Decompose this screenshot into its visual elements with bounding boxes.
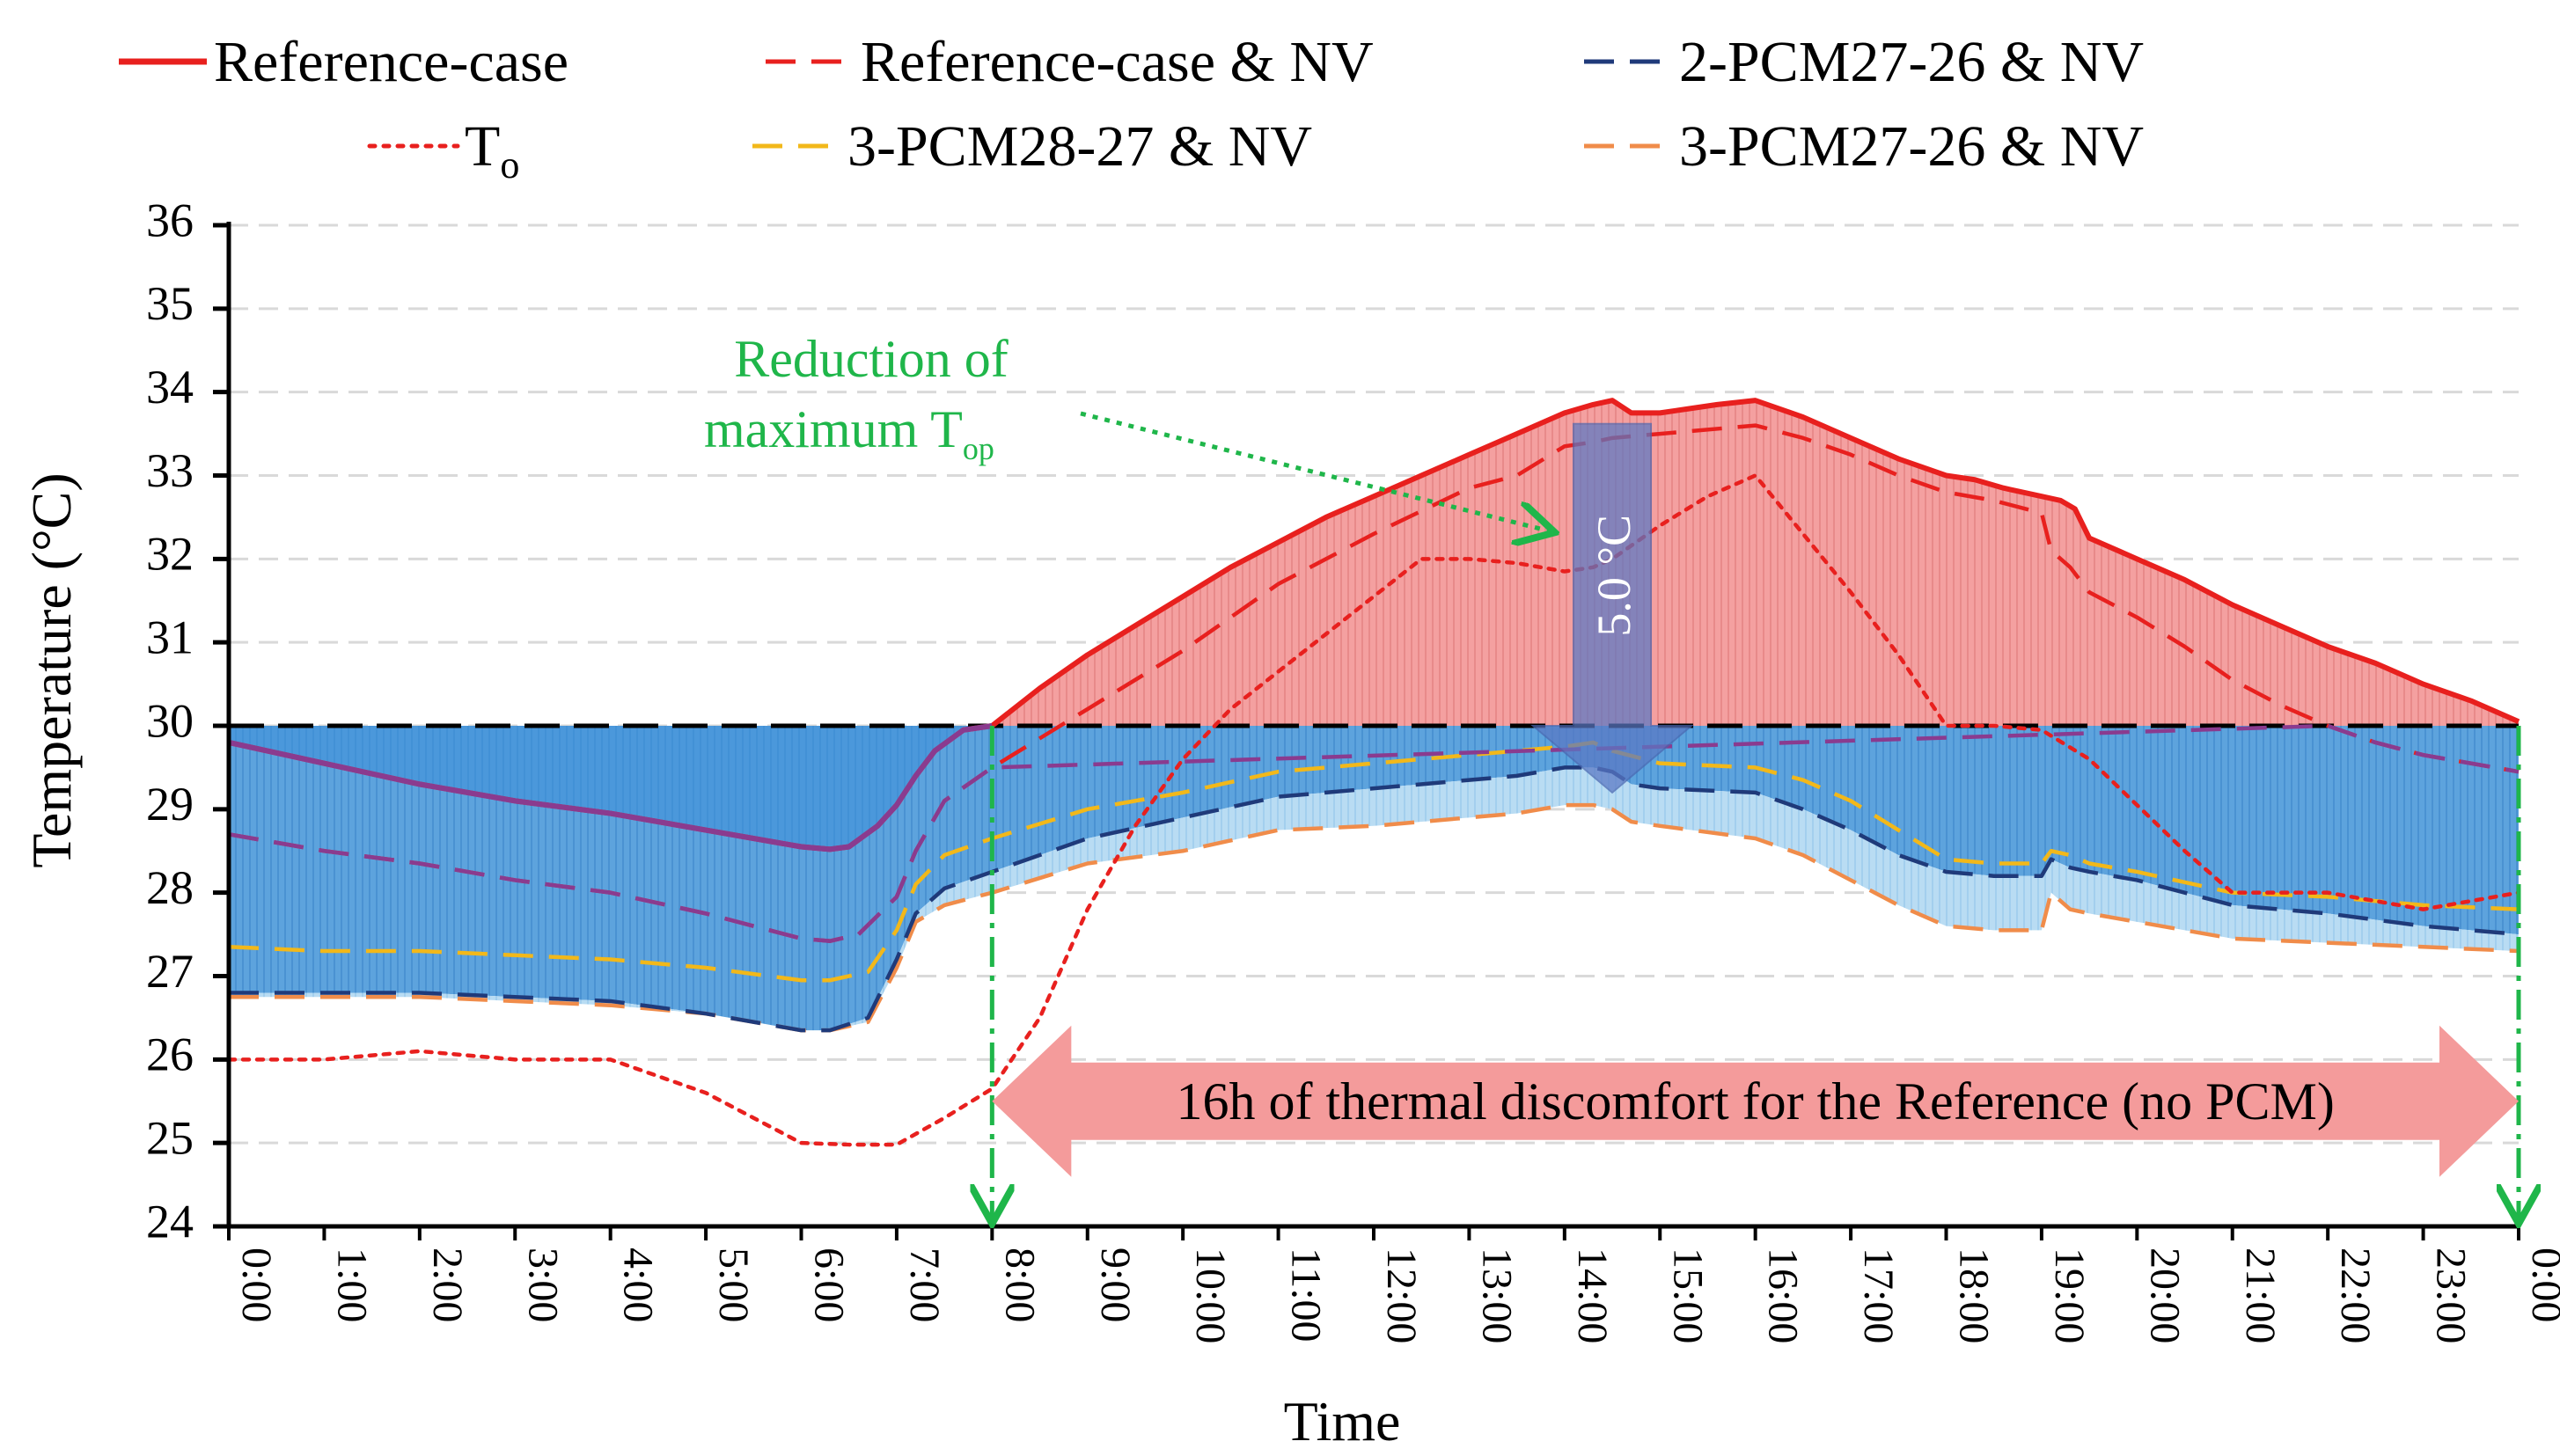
x-tick-label: 23:00 [2428, 1247, 2475, 1343]
y-tick-label: 35 [146, 277, 194, 330]
x-tick-label: 12:00 [1378, 1247, 1425, 1343]
x-tick-label: 15:00 [1664, 1247, 1711, 1343]
legend-label: 2-PCM27-26 & NV [1679, 30, 2144, 94]
x-tick-label: 1:00 [328, 1247, 375, 1322]
series-line-3-pcm27-26-nv [229, 802, 2520, 1033]
y-tick-label: 29 [146, 778, 194, 830]
legend-label: 3-PCM27-26 & NV [1679, 114, 2144, 179]
legend-label-subscript: o [500, 143, 519, 187]
x-axis-title: Time [1284, 1390, 1401, 1452]
legend-label: Reference-case & NV [861, 30, 1374, 94]
x-tick-label: 0:00 [233, 1247, 280, 1322]
series-overlay-reference-case-nv [228, 723, 2520, 943]
reduction-title-subscript: op [963, 431, 994, 466]
x-tick-label: 4:00 [615, 1247, 662, 1322]
y-tick-label: 28 [146, 861, 194, 914]
y-axis-title: Temperature (°C) [20, 472, 83, 867]
x-tick-label: 3:00 [519, 1247, 566, 1322]
x-tick-label: 5:00 [710, 1247, 757, 1322]
series-line-to [226, 473, 2521, 1147]
legend-label: Reference-case [214, 30, 568, 94]
x-tick-label: 19:00 [2046, 1247, 2093, 1343]
y-tick-label: 32 [146, 528, 194, 581]
x-tick-label: 10:00 [1187, 1247, 1234, 1343]
x-tick-label: 0:00 [2523, 1247, 2560, 1322]
series-lines [226, 398, 2521, 1147]
legend-label: 3-PCM28-27 & NV [847, 114, 1312, 179]
x-tick-label: 11:00 [1283, 1247, 1330, 1343]
legend-label-main: T [465, 114, 500, 179]
y-tick-label: 31 [146, 611, 194, 664]
reduction-title-main: maximum T [704, 400, 963, 458]
y-tick-label: 33 [146, 444, 194, 497]
legend: Reference-case Reference-case & NV 2-PCM27… [119, 30, 2144, 187]
reduction-arrow [1530, 422, 1694, 794]
x-tick-label: 16:00 [1760, 1247, 1807, 1343]
x-tick-label: 17:00 [1855, 1247, 1902, 1343]
y-tick-label: 36 [146, 194, 194, 246]
x-tick-label: 7:00 [901, 1247, 948, 1322]
reduction-value-label: 5.0 °C [1588, 515, 1640, 637]
morning-band [229, 726, 993, 850]
legend-label: To [465, 114, 519, 187]
x-tick-label: 22:00 [2332, 1247, 2379, 1343]
y-tick-label: 25 [146, 1112, 194, 1165]
discomfort-label: 16h of thermal discomfort for the Refere… [1177, 1072, 2335, 1130]
y-tick-label: 26 [146, 1028, 194, 1081]
x-tick-label: 14:00 [1569, 1247, 1616, 1343]
y-tick-label: 27 [146, 945, 194, 998]
x-tick-label: 9:00 [1092, 1247, 1139, 1322]
y-tick-label: 30 [146, 694, 194, 747]
annotations: 16h of thermal discomfort for the Refere… [704, 330, 2519, 1219]
reduction-title-line1: Reduction of [734, 330, 1009, 388]
x-tick-label: 18:00 [1951, 1247, 1998, 1343]
x-tick-label: 13:00 [1473, 1247, 1520, 1343]
discomfort-double-arrow [992, 1025, 2519, 1177]
x-tick-label: 6:00 [806, 1247, 853, 1322]
x-tick-label: 21:00 [2237, 1247, 2284, 1343]
x-tick-label: 20:00 [2141, 1247, 2188, 1343]
axes: 24 25 26 27 28 29 30 31 32 33 34 35 36 0:00 1:00 2:00 3:… [146, 194, 2560, 1343]
series-overlay-reference-case [228, 723, 993, 852]
series-line-2-pcm27-26-nv [229, 765, 2520, 1033]
discomfort-area [229, 400, 2519, 726]
x-tick-label: 2:00 [424, 1247, 471, 1322]
reduction-title-line2: maximum Top [704, 400, 994, 466]
series-line-3-pcm28-27-nv [228, 740, 2520, 983]
y-tick-label: 34 [146, 361, 194, 413]
x-tick-label: 8:00 [996, 1247, 1043, 1322]
y-tick-label: 24 [146, 1195, 194, 1247]
